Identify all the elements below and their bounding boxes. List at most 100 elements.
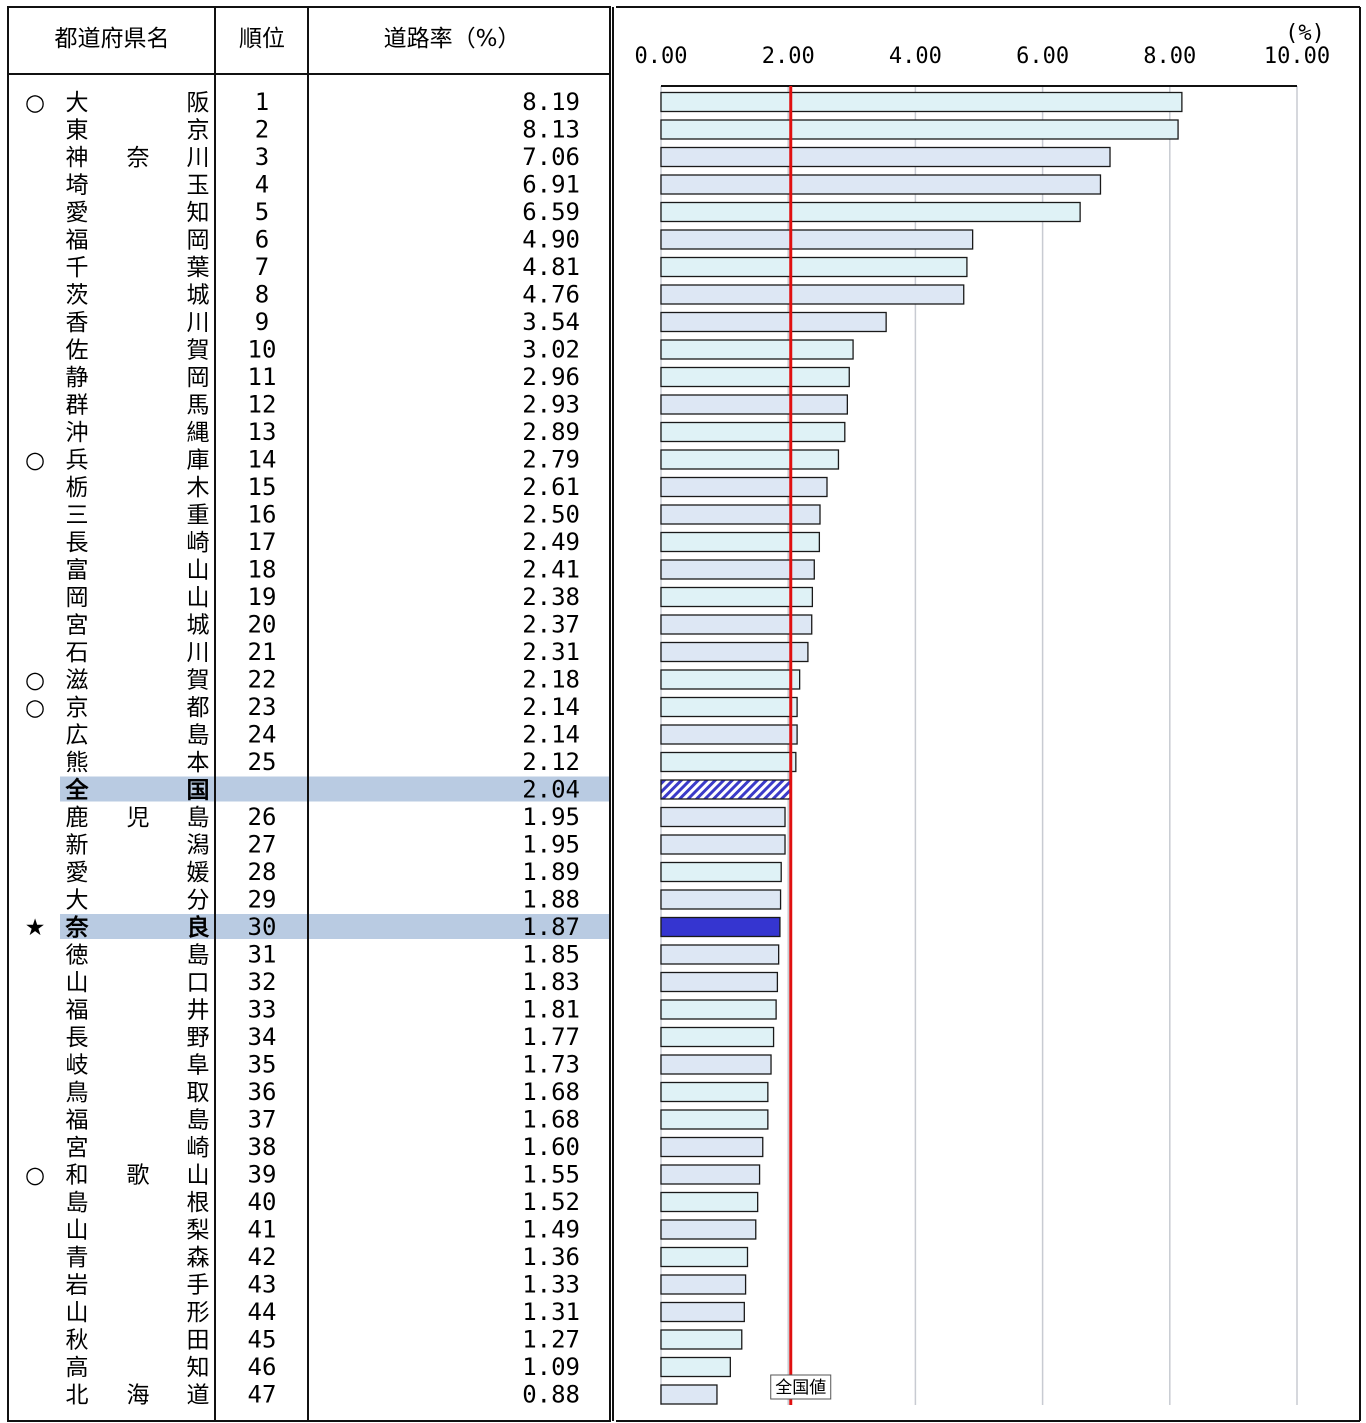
bar <box>660 1109 769 1130</box>
circle-marker: ○ <box>25 1163 45 1189</box>
bar <box>660 751 797 773</box>
bar <box>660 449 840 470</box>
bar <box>660 311 887 333</box>
prefecture-name-char: 井 <box>187 998 210 1024</box>
rate-value: 2.49 <box>522 528 580 556</box>
prefecture-name-char: 重 <box>187 503 210 529</box>
prefecture-name-char: 岡 <box>66 585 89 611</box>
prefecture-name-char: 福 <box>66 1108 89 1134</box>
prefecture-name-char: 島 <box>187 943 210 969</box>
rank-value: 15 <box>248 473 277 501</box>
table-row: 愛 知 5 6.59 <box>66 198 581 226</box>
prefecture-name-char: 長 <box>66 1025 89 1051</box>
rate-value: 1.52 <box>522 1188 580 1216</box>
table-row: 秋 田 45 1.27 <box>66 1326 581 1354</box>
rate-value: 1.87 <box>522 913 580 941</box>
bar <box>660 1384 718 1405</box>
rank-value: 21 <box>248 638 277 666</box>
bar <box>660 1164 761 1185</box>
table-row: 山 梨 41 1.49 <box>66 1216 581 1244</box>
prefecture-name-char: 新 <box>66 833 89 859</box>
bar <box>660 531 821 553</box>
rate-value: 1.83 <box>522 968 580 996</box>
rate-value: 1.27 <box>522 1326 580 1354</box>
prefecture-name-char: 木 <box>187 475 210 501</box>
rate-value: 2.31 <box>522 638 580 666</box>
rank-value: 30 <box>248 913 277 941</box>
table-row: 福 岡 6 4.90 <box>66 226 581 254</box>
rank-value: 28 <box>248 858 277 886</box>
prefecture-name-char: 栃 <box>66 475 89 501</box>
header-rank: 順位 <box>239 26 285 52</box>
prefecture-name-char: 玉 <box>187 173 210 199</box>
prefecture-name-char: 賀 <box>187 338 210 364</box>
bar <box>660 146 1111 168</box>
table-row: 群 馬 12 2.93 <box>66 391 581 419</box>
prefecture-name-char: 国 <box>187 778 210 804</box>
prefecture-name-char: 鹿 <box>66 805 89 831</box>
prefecture-name-char: 城 <box>187 283 210 309</box>
rate-value: 1.55 <box>522 1161 580 1189</box>
rate-value: 2.14 <box>522 693 580 721</box>
rate-value: 2.38 <box>522 583 580 611</box>
bar <box>660 999 777 1020</box>
table-row: 静 岡 11 2.96 <box>66 363 581 391</box>
rank-value: 35 <box>248 1051 277 1079</box>
bar <box>660 366 850 388</box>
national-label-box <box>770 1374 832 1400</box>
national-reference: 全国値 <box>770 86 832 1405</box>
prefecture-name-char: 馬 <box>187 393 210 419</box>
bar <box>660 1219 757 1240</box>
circle-marker: ○ <box>25 668 45 694</box>
rank-value: 14 <box>248 446 277 474</box>
x-tick-label: 4.00 <box>889 44 942 69</box>
prefecture-name-char: 歌 <box>127 1163 150 1189</box>
prefecture-name-char: 都 <box>187 695 210 721</box>
rate-value: 1.09 <box>522 1353 580 1381</box>
rank-value: 37 <box>248 1106 277 1134</box>
bar-highlight <box>660 916 781 938</box>
prefecture-name-char: 宮 <box>66 1135 89 1161</box>
prefecture-name-char: 香 <box>66 310 89 336</box>
prefecture-name-char: 島 <box>187 1108 210 1134</box>
bar <box>660 1026 775 1048</box>
prefecture-name-char: 岡 <box>187 365 210 391</box>
table-row: 千 葉 7 4.81 <box>66 253 581 281</box>
rank-value: 24 <box>248 721 277 749</box>
rate-value: 1.60 <box>522 1133 580 1161</box>
table-row: 岡 山 19 2.38 <box>66 583 581 611</box>
rate-value: 2.61 <box>522 473 580 501</box>
table-row: 福 井 33 1.81 <box>66 996 581 1024</box>
rate-value: 3.02 <box>522 336 580 364</box>
rate-value: 2.50 <box>522 501 580 529</box>
bar <box>660 586 814 608</box>
prefecture-name-char: 児 <box>127 805 150 831</box>
rank-value: 7 <box>255 253 269 281</box>
bar <box>660 174 1102 195</box>
rank-value: 25 <box>248 748 277 776</box>
prefecture-name-char: 形 <box>187 1300 210 1326</box>
rate-value: 2.79 <box>522 446 580 474</box>
table-row: ★ 奈 良 30 1.87 <box>25 913 580 941</box>
prefecture-name-char: 京 <box>187 118 210 144</box>
rank-value: 45 <box>248 1326 277 1354</box>
prefecture-name-char: 川 <box>187 145 210 171</box>
table-row: 長 崎 17 2.49 <box>66 528 581 556</box>
prefecture-name-char: 佐 <box>66 338 89 364</box>
rank-value: 5 <box>255 198 269 226</box>
table-row: ○ 大 阪 1 8.19 <box>25 88 580 116</box>
table-row: 福 島 37 1.68 <box>66 1106 581 1134</box>
bar <box>660 1054 772 1075</box>
table-row: 熊 本 25 2.12 <box>66 748 581 776</box>
prefecture-name-char: 崎 <box>187 1135 210 1161</box>
rank-value: 19 <box>248 583 277 611</box>
bar <box>660 1356 731 1378</box>
table-header: 都道府県名 順位 道路率（%） <box>55 26 521 52</box>
bar <box>660 834 786 855</box>
x-tick-label: 8.00 <box>1143 44 1196 69</box>
bar-national <box>660 779 792 800</box>
bar <box>660 119 1179 140</box>
table-row: 岐 阜 35 1.73 <box>66 1051 581 1079</box>
rank-value: 44 <box>248 1298 277 1326</box>
